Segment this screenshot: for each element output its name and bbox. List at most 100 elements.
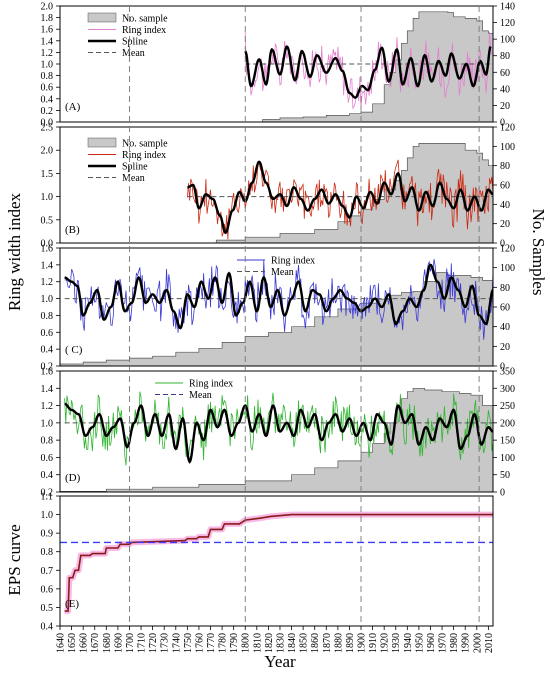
spline-series-d: [64, 402, 493, 464]
left-tick-label: 0.6: [41, 328, 54, 339]
legend-label: Mean: [122, 48, 145, 59]
right-tick-label: 100: [500, 35, 515, 46]
left-tick-label: 0.2: [41, 488, 54, 499]
left-tick-label: 0.4: [41, 622, 54, 633]
legend-label: Mean: [189, 390, 212, 401]
right-tick-label: 150: [500, 436, 515, 447]
right-tick-label: 80: [500, 161, 510, 172]
left-tick-label: 1.8: [41, 13, 54, 24]
reference-lines: [129, 6, 480, 626]
right-tick-label: 300: [500, 384, 515, 395]
right-tick-label: 250: [500, 401, 515, 412]
right-tick-label: 0: [500, 239, 505, 250]
x-tick-label: 1900: [357, 633, 368, 653]
x-tick-label: 1970: [438, 633, 449, 653]
left-tick-label: 0.5: [41, 215, 54, 226]
x-tick-label: 1870: [322, 633, 333, 653]
left-tick-label: 0.6: [41, 453, 54, 464]
x-tick-label: 1720: [148, 633, 159, 653]
x-tick-label: 1820: [264, 633, 275, 653]
panel-frame-b: [59, 126, 494, 244]
x-axis-title: Year: [264, 652, 296, 671]
x-tick-label: 1690: [113, 633, 124, 653]
right-tick-label: 120: [500, 244, 515, 255]
right-tick-label: 100: [500, 453, 515, 464]
x-tick-label: 1990: [461, 633, 472, 653]
x-tick-label: 1760: [194, 633, 205, 653]
right-tick-label: 80: [500, 283, 510, 294]
left-tick-label: 0.8: [41, 311, 54, 322]
left-tick-label: 0.0: [41, 239, 54, 250]
right-tick-label: 350: [500, 367, 515, 378]
panel-e: 0.4 0.5 0.6 0.7 0.8 0.9 1.0 1.1 (E): [41, 492, 494, 633]
left-tick-label: 1.1: [41, 492, 54, 503]
sample-depth-area-b: [187, 143, 494, 244]
left-tick-label: 0.0: [41, 118, 54, 129]
left-tick-label: 1.5: [41, 169, 54, 180]
x-axis: 1640 1650 1660 1670 1680 1690 1700 1710 1720 1730…: [56, 626, 495, 653]
left-tick-label: 0.5: [41, 603, 54, 614]
x-tick-label: 1770: [206, 633, 217, 653]
left-tick-label: 2.0: [41, 2, 54, 13]
left-tick-label: 0.2: [41, 362, 54, 373]
right-tick-label: 60: [500, 68, 510, 79]
x-tick-label: 1640: [56, 633, 67, 653]
left-tick-label: 1.6: [41, 244, 54, 255]
chart-panels: 0204060801001201400.00.20.40.60.81.01.21…: [41, 2, 516, 633]
panel-label-e: (E): [65, 598, 79, 610]
right-tick-label: 40: [500, 84, 510, 95]
left-tick-label: 0.4: [41, 94, 54, 105]
panel-label-b: (B): [65, 224, 80, 236]
legend-label: Mean: [122, 173, 145, 184]
sample-depth-area-a: [245, 11, 494, 123]
legend-swatch-samples: [87, 12, 117, 23]
legend-label: Ring index: [122, 150, 166, 161]
left-tick-label: 0.4: [41, 470, 54, 481]
right-tick-label: 120: [500, 18, 515, 29]
spline-series-c: [64, 263, 493, 330]
legend-label: Ring index: [122, 25, 166, 36]
right-tick-label: 0: [500, 488, 505, 499]
panel-frame-e: [59, 495, 494, 627]
left-tick-label: 1.6: [41, 25, 54, 36]
left-tick-label: 0.6: [41, 584, 54, 595]
x-tick-label: 1850: [299, 633, 310, 653]
right-tick-label: 60: [500, 303, 510, 314]
x-tick-label: 1940: [403, 633, 414, 653]
panel-a: 0204060801001201400.00.20.40.60.81.01.21…: [41, 2, 516, 129]
x-tick-label: 1920: [380, 633, 391, 653]
right-tick-label: 0: [500, 118, 505, 129]
x-tick-label: 1890: [345, 633, 356, 653]
x-tick-label: 1730: [160, 633, 171, 653]
x-tick-label: 1680: [102, 633, 113, 653]
ring-index-series-b: [187, 159, 493, 240]
right-tick-label: 0: [500, 362, 505, 373]
right-tick-label: 20: [500, 219, 510, 230]
x-tick-label: 1710: [137, 633, 148, 653]
left-tick-label: 1.0: [41, 418, 54, 429]
x-tick-label: 1780: [218, 633, 229, 653]
left-tick-label: 0.8: [41, 436, 54, 447]
x-tick-label: 1660: [79, 633, 90, 653]
right-tick-label: 100: [500, 263, 515, 274]
left-tick-label: 0.2: [41, 106, 54, 117]
legend-label: Spline: [122, 162, 148, 173]
x-tick-label: 1830: [276, 633, 287, 653]
panel-label-a: (A): [65, 101, 81, 113]
panel-label-d: (D): [65, 472, 81, 484]
left-tick-label: 1.2: [41, 401, 54, 412]
spline-series-a: [244, 45, 492, 99]
x-tick-label: 1930: [391, 633, 402, 653]
spline-series-b: [187, 160, 493, 235]
right-tick-label: 20: [500, 101, 510, 112]
x-tick-label: 1810: [252, 633, 263, 653]
x-tick-label: 1790: [229, 633, 240, 653]
left-tick-label: 0.8: [41, 71, 54, 82]
legend-label: Mean: [271, 267, 294, 278]
right-tick-label: 200: [500, 418, 515, 429]
y-axis-title-eps: EPS curve: [5, 524, 24, 595]
right-tick-label: 40: [500, 322, 510, 333]
